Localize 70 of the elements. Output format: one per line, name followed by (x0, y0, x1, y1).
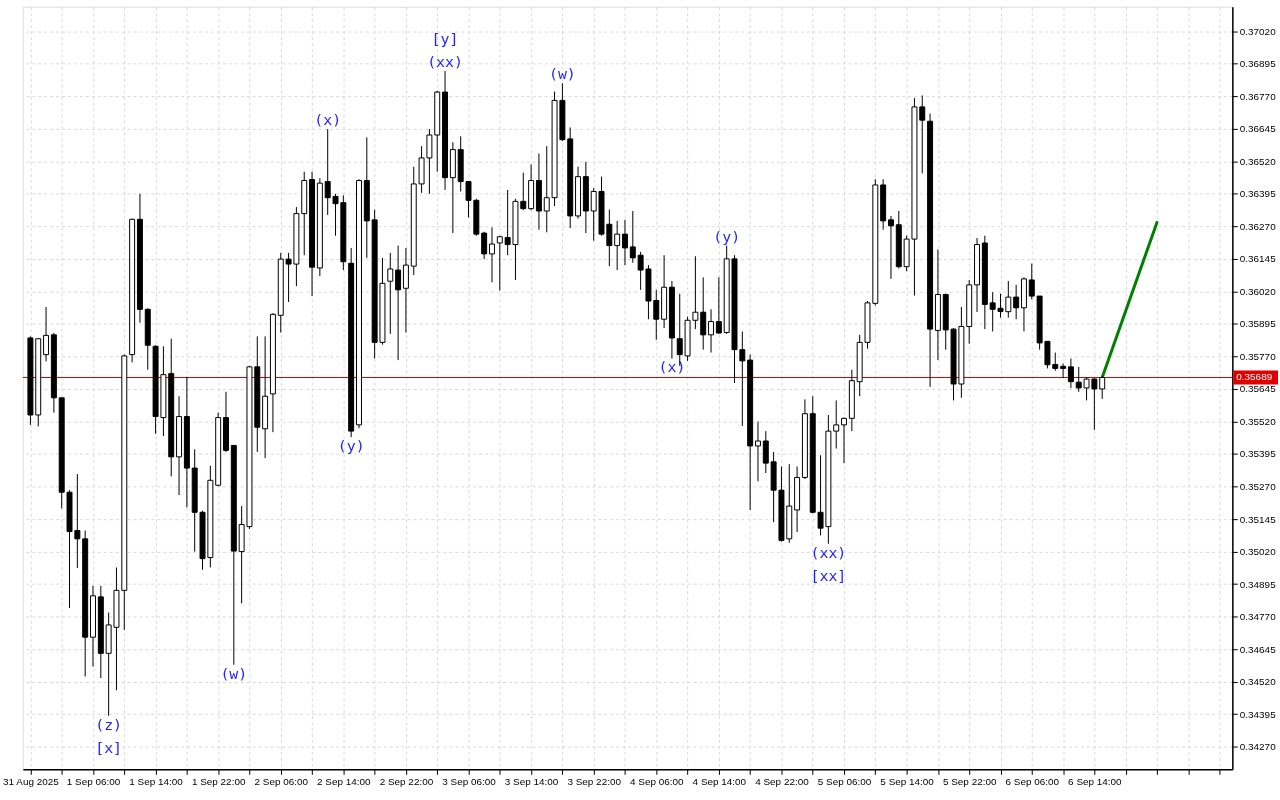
annotation: (y) (337, 437, 365, 455)
candlestick (489, 226, 495, 283)
y-tick-label: 0.35020 (1239, 546, 1277, 558)
y-tick-label: 0.35645 (1239, 383, 1277, 395)
x-tick-label: 6 Sep 06:00 (1005, 775, 1060, 787)
candlestick (1013, 284, 1020, 320)
y-tick-label: 0.36895 (1239, 58, 1277, 70)
y-tick-label: 0.34770 (1239, 611, 1277, 623)
annotation: (w) (220, 664, 248, 683)
annotation: [xx] (810, 566, 847, 585)
candlestick (1060, 362, 1067, 379)
y-tick-label: 0.36270 (1239, 220, 1277, 232)
annotation: (z) (95, 715, 123, 734)
candlestick (1067, 358, 1074, 389)
candlestick (43, 306, 50, 362)
x-tick-label: 6 Sep 14:00 (1068, 775, 1123, 787)
annotation: (x) (658, 358, 686, 377)
annotation: (xx) (810, 543, 847, 562)
y-tick-label: 0.35145 (1239, 513, 1277, 525)
annotation: (xx) (427, 53, 463, 72)
y-tick-label: 0.37020 (1239, 25, 1277, 37)
x-tick-label: 2 Sep 22:00 (379, 775, 434, 787)
y-tick-label: 0.36520 (1239, 155, 1277, 167)
x-tick-label: 5 Sep 14:00 (880, 775, 935, 787)
candlestick (622, 219, 628, 266)
x-tick-label: 5 Sep 22:00 (942, 775, 997, 787)
candlestick (614, 220, 621, 271)
annotation: [x] (95, 738, 123, 757)
candlestick (387, 252, 394, 335)
candlestick (715, 276, 722, 335)
candlestick (841, 417, 848, 464)
y-tick-label: 0.36145 (1239, 253, 1277, 265)
x-tick-label: 4 Sep 14:00 (692, 775, 747, 787)
annotation: (x) (314, 111, 342, 130)
y-tick-label: 0.36645 (1239, 123, 1277, 135)
y-tick-label: 0.35520 (1239, 415, 1277, 427)
annotation: (w) (548, 65, 576, 84)
x-tick-label: 1 Sep 22:00 (191, 775, 246, 787)
x-tick-label: 3 Sep 14:00 (504, 775, 559, 787)
y-tick-label: 0.34395 (1239, 708, 1277, 720)
y-tick-label: 0.34520 (1239, 676, 1277, 688)
y-tick-label: 0.34895 (1239, 578, 1277, 590)
x-tick-label: 1 Sep 14:00 (129, 775, 184, 787)
x-tick-label: 3 Sep 22:00 (567, 775, 622, 787)
y-tick-label: 0.36020 (1239, 285, 1277, 297)
x-tick-label: 4 Sep 22:00 (755, 775, 810, 787)
candlestick (887, 215, 894, 280)
y-tick-label: 0.36770 (1239, 90, 1277, 102)
annotation: (y) (713, 227, 741, 246)
annotation: [y] (431, 30, 459, 49)
y-tick-label: 0.34645 (1239, 643, 1277, 655)
y-tick-label: 0.35770 (1239, 350, 1277, 362)
x-tick-label: 2 Sep 06:00 (254, 775, 309, 787)
y-tick-label: 0.35895 (1239, 318, 1277, 330)
candlestick (708, 308, 715, 354)
x-tick-label: 2 Sep 14:00 (317, 775, 372, 787)
x-tick-label: 4 Sep 06:00 (630, 775, 685, 787)
candlestick (481, 231, 488, 260)
ref-line-label: 0.35689 (1236, 371, 1273, 383)
candlestick (402, 247, 409, 333)
candlestick (754, 420, 761, 482)
x-tick-label: 3 Sep 06:00 (442, 775, 497, 787)
candlestick (395, 245, 402, 361)
y-tick-label: 0.36395 (1239, 188, 1277, 200)
y-tick-label: 0.35395 (1239, 448, 1277, 460)
x-tick-label: 5 Sep 06:00 (817, 775, 872, 787)
x-tick-label: 31 Aug 2025 (3, 775, 60, 787)
x-tick-label: 1 Sep 06:00 (66, 775, 121, 787)
y-tick-label: 0.34270 (1239, 741, 1277, 753)
y-tick-label: 0.35270 (1239, 481, 1277, 493)
